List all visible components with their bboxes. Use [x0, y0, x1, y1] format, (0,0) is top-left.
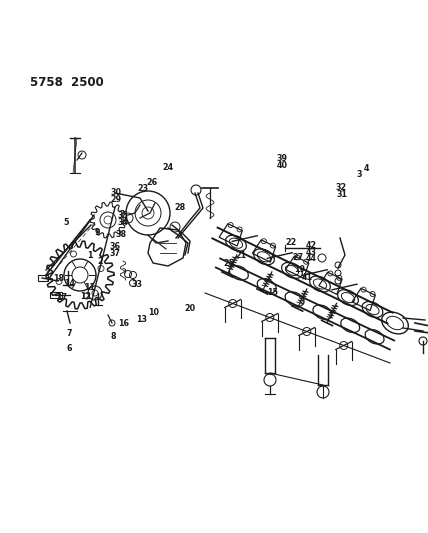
Text: 11: 11: [84, 284, 95, 292]
Text: 14: 14: [64, 279, 75, 288]
Text: 5: 5: [64, 219, 69, 227]
Text: 23: 23: [137, 184, 148, 192]
Text: 36: 36: [109, 242, 120, 251]
Text: 1: 1: [87, 252, 92, 260]
Text: 29: 29: [111, 195, 122, 204]
Text: 9: 9: [95, 229, 100, 237]
Text: 31: 31: [336, 190, 347, 198]
Text: 7: 7: [67, 329, 72, 337]
Text: 44: 44: [306, 254, 317, 263]
Text: 8: 8: [110, 333, 116, 341]
Text: 15: 15: [267, 288, 278, 296]
Text: 42: 42: [306, 241, 317, 249]
Text: 27: 27: [292, 254, 303, 262]
Text: 18: 18: [54, 274, 65, 282]
Text: 16: 16: [119, 319, 130, 328]
Text: 21: 21: [235, 252, 247, 260]
Text: 40: 40: [277, 161, 288, 169]
Text: 5758  2500: 5758 2500: [30, 76, 104, 89]
Text: 33: 33: [131, 280, 143, 288]
Text: 30: 30: [111, 189, 122, 197]
Text: 22: 22: [285, 238, 297, 247]
Text: 32: 32: [336, 183, 347, 192]
Text: 12: 12: [80, 293, 91, 301]
Text: 37: 37: [109, 249, 120, 257]
Text: 13: 13: [137, 316, 148, 324]
Text: 26: 26: [147, 179, 158, 187]
Text: 4: 4: [363, 165, 369, 173]
Text: 17: 17: [56, 293, 68, 302]
Text: 3: 3: [357, 171, 362, 179]
Text: 24: 24: [163, 164, 174, 172]
Text: 43: 43: [306, 248, 317, 256]
Text: 38: 38: [115, 230, 126, 239]
Text: 25: 25: [223, 260, 235, 268]
Text: 34: 34: [117, 218, 128, 227]
Text: 41: 41: [302, 273, 313, 281]
Text: 2: 2: [98, 257, 104, 265]
Text: 19: 19: [294, 265, 305, 274]
Text: 39: 39: [277, 154, 288, 163]
Text: 10: 10: [148, 309, 159, 317]
Text: 28: 28: [174, 204, 185, 212]
Text: 35: 35: [117, 211, 128, 220]
Text: 20: 20: [184, 304, 195, 313]
Text: 6: 6: [67, 344, 72, 352]
